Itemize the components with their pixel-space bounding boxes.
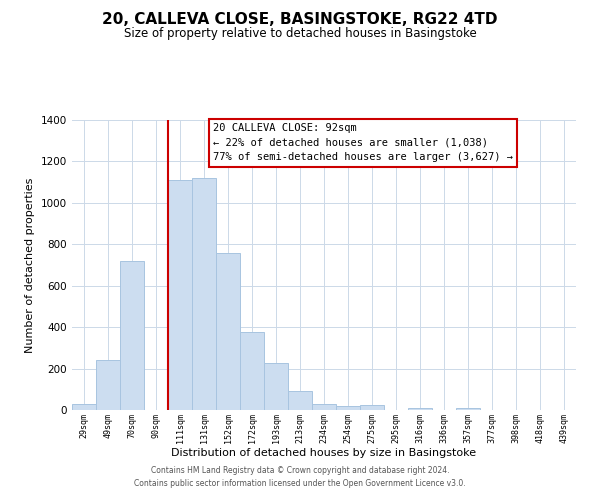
Bar [264, 363, 288, 410]
Y-axis label: Number of detached properties: Number of detached properties [25, 178, 35, 352]
Bar [288, 392, 312, 410]
Text: Contains HM Land Registry data © Crown copyright and database right 2024.
Contai: Contains HM Land Registry data © Crown c… [134, 466, 466, 487]
Text: 20 CALLEVA CLOSE: 92sqm
← 22% of detached houses are smaller (1,038)
77% of semi: 20 CALLEVA CLOSE: 92sqm ← 22% of detache… [213, 123, 513, 162]
Bar [72, 404, 96, 410]
Bar [120, 261, 144, 410]
X-axis label: Distribution of detached houses by size in Basingstoke: Distribution of detached houses by size … [172, 448, 476, 458]
Bar [312, 404, 336, 410]
Bar [408, 408, 432, 410]
Bar [96, 360, 120, 410]
Bar [336, 406, 360, 410]
Text: Size of property relative to detached houses in Basingstoke: Size of property relative to detached ho… [124, 28, 476, 40]
Bar [216, 252, 240, 410]
Bar [168, 180, 192, 410]
Bar [240, 332, 264, 410]
Text: 20, CALLEVA CLOSE, BASINGSTOKE, RG22 4TD: 20, CALLEVA CLOSE, BASINGSTOKE, RG22 4TD [102, 12, 498, 28]
Bar [360, 405, 384, 410]
Bar [456, 408, 480, 410]
Bar [192, 178, 216, 410]
